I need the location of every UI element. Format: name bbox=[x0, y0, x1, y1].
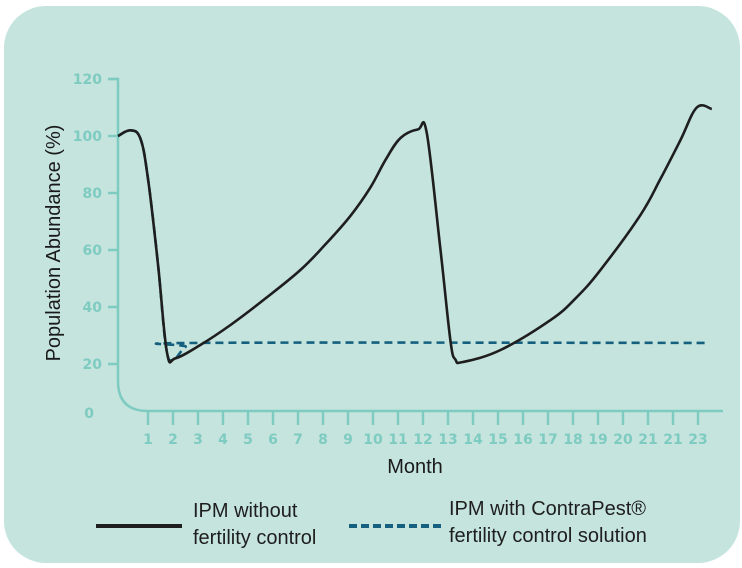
x-tick-label: 15 bbox=[488, 432, 507, 448]
x-tick-label: 17 bbox=[538, 432, 557, 448]
legend-label-dashed-line2: fertility control solution bbox=[449, 525, 647, 547]
x-tick-label: 2 bbox=[168, 432, 178, 448]
x-tick-label: 21 bbox=[663, 432, 682, 448]
legend-label-solid-line2: fertility control bbox=[193, 527, 317, 549]
series-lines bbox=[117, 104, 713, 365]
x-tick-label: 23 bbox=[688, 432, 707, 448]
x-tick-label: 5 bbox=[243, 432, 253, 448]
y-tick-label: 0 bbox=[84, 406, 94, 422]
axis-line bbox=[110, 77, 723, 413]
y-tick-label: 100 bbox=[73, 129, 102, 145]
x-tick-label: 20 bbox=[613, 432, 633, 448]
legend-label-solid: IPM without fertility control bbox=[193, 498, 316, 552]
x-tick-label: 3 bbox=[193, 432, 203, 448]
legend-swatch-solid bbox=[96, 524, 182, 528]
axes bbox=[110, 77, 723, 413]
y-axis-title: Population Abundance (%) bbox=[43, 125, 65, 362]
x-tick-label: 9 bbox=[343, 432, 353, 448]
x-tick-label: 1 bbox=[143, 432, 153, 448]
x-tick-label: 8 bbox=[318, 432, 328, 448]
x-tick-label: 16 bbox=[513, 432, 532, 448]
x-tick-label: 21 bbox=[638, 432, 657, 448]
legend-label-solid-line1: IPM without bbox=[193, 500, 298, 522]
y-tick-label: 80 bbox=[83, 186, 103, 202]
chart-card bbox=[4, 6, 740, 563]
x-tick-label: 11 bbox=[388, 432, 407, 448]
series-line-ipm-without bbox=[117, 104, 713, 365]
x-tick-label: 4 bbox=[218, 432, 228, 448]
series-line-contrapest bbox=[117, 128, 706, 362]
x-tick-label: 13 bbox=[438, 432, 457, 448]
x-tick-label: 19 bbox=[588, 432, 607, 448]
legend-swatch-dashed bbox=[349, 524, 441, 528]
x-tick-label: 14 bbox=[463, 432, 483, 448]
x-tick-label: 10 bbox=[363, 432, 383, 448]
x-axis-title: Month bbox=[387, 456, 443, 478]
x-tick-label: 6 bbox=[268, 432, 278, 448]
x-tick-label: 18 bbox=[563, 432, 582, 448]
y-tick-label: 60 bbox=[83, 243, 103, 259]
y-tick-label: 20 bbox=[83, 357, 103, 373]
x-tick-label: 7 bbox=[293, 432, 303, 448]
legend-label-dashed-line1: IPM with ContraPest® bbox=[449, 498, 647, 520]
x-tick-label: 12 bbox=[413, 432, 432, 448]
legend-label-dashed: IPM with ContraPest® fertility control s… bbox=[449, 496, 647, 550]
y-tick-label: 120 bbox=[73, 72, 102, 88]
y-tick-label: 40 bbox=[83, 300, 103, 316]
